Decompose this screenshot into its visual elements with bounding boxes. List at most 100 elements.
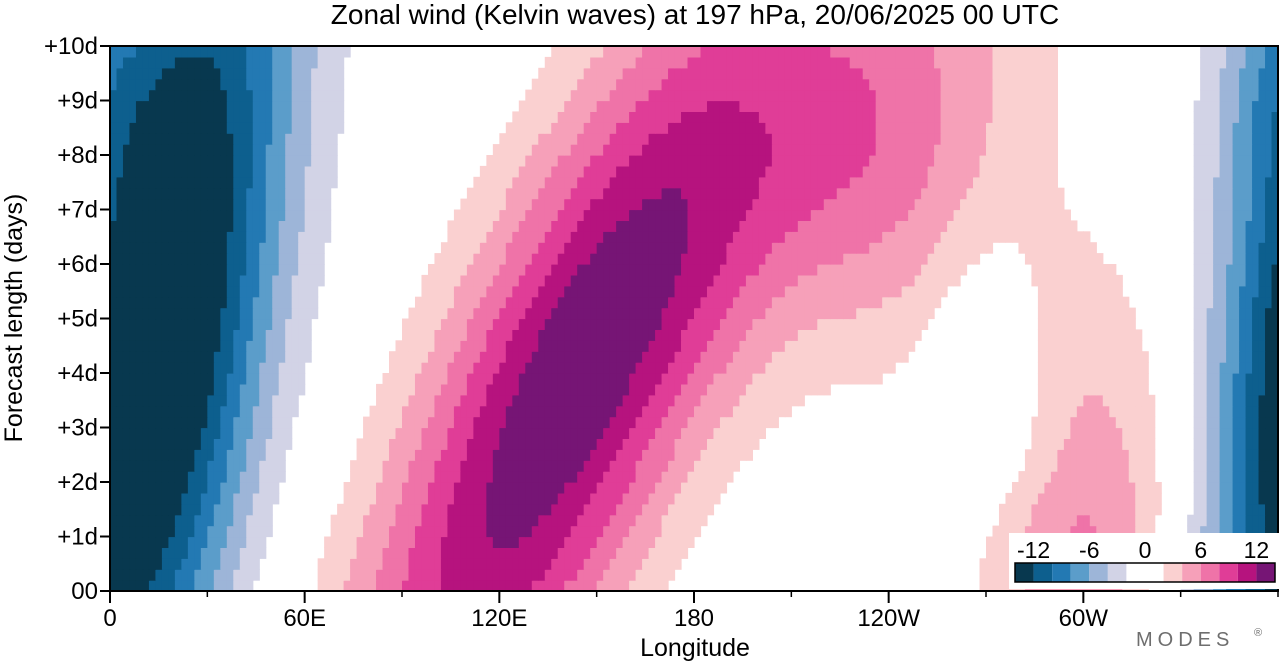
field-cell [674, 318, 682, 330]
field-cell [427, 580, 436, 592]
field-cell [752, 176, 760, 189]
field-cell [557, 242, 565, 254]
field-cell [713, 187, 721, 200]
field-cell [207, 547, 215, 559]
field-cell [440, 264, 449, 276]
field-cell [557, 405, 565, 418]
field-cell [129, 307, 137, 320]
field-cell [155, 536, 163, 548]
field-cell [836, 329, 844, 341]
field-cell [895, 231, 903, 243]
field-cell [233, 274, 241, 287]
field-cell [155, 264, 163, 276]
field-cell [531, 351, 539, 363]
field-cell [960, 198, 968, 211]
field-cell [1200, 253, 1208, 265]
field-cell [1050, 198, 1058, 211]
field-cell [246, 318, 254, 330]
field-cell [259, 220, 267, 232]
field-cell [778, 220, 786, 232]
field-cell [771, 307, 779, 320]
field-cell [804, 187, 812, 200]
field-cell [453, 580, 461, 592]
field-cell [745, 383, 753, 396]
field-cell [466, 220, 474, 232]
field-cell [434, 471, 442, 483]
field-cell [1271, 176, 1279, 189]
field-cell [505, 307, 513, 320]
field-cell [389, 580, 397, 592]
field-cell [1232, 471, 1240, 483]
field-cell [1141, 351, 1149, 363]
field-cell [830, 296, 838, 309]
field-cell [135, 394, 144, 407]
field-cell [603, 503, 611, 516]
field-cell [272, 285, 280, 298]
field-cell [531, 460, 539, 472]
field-cell [998, 525, 1007, 538]
field-cell [700, 503, 708, 516]
field-cell [544, 340, 552, 352]
field-cell [1115, 362, 1123, 374]
field-cell [1252, 285, 1260, 298]
field-cell [1252, 405, 1260, 418]
field-cell [564, 329, 572, 341]
field-cell [220, 449, 228, 461]
field-cell [629, 482, 637, 494]
field-cell [895, 220, 903, 232]
field-cell [479, 264, 487, 276]
field-cell [771, 253, 779, 265]
field-cell [505, 209, 513, 221]
field-cell [466, 492, 474, 505]
field-cell [1128, 383, 1136, 396]
field-cell [499, 264, 507, 276]
field-cell [499, 340, 507, 352]
field-cell [557, 329, 565, 341]
field-cell [629, 438, 637, 450]
field-cell [570, 264, 578, 276]
field-cell [603, 514, 611, 527]
field-cell [1252, 362, 1260, 374]
field-cell [447, 329, 455, 341]
field-cell [434, 373, 442, 385]
field-cell [888, 220, 896, 232]
field-cell [324, 187, 332, 200]
field-cell [765, 274, 773, 287]
field-cell [304, 231, 312, 243]
field-cell [440, 427, 449, 439]
field-cell [713, 492, 721, 505]
field-cell [752, 362, 760, 374]
field-cell [311, 296, 319, 309]
field-cell [1239, 427, 1247, 439]
field-cell [934, 242, 942, 254]
field-cell [570, 351, 578, 363]
field-cell [460, 482, 468, 494]
field-cell [1232, 449, 1240, 461]
field-cell [719, 307, 728, 320]
field-cell [194, 329, 202, 341]
field-cell [681, 492, 689, 505]
field-cell [1102, 460, 1110, 472]
field-cell [200, 285, 208, 298]
field-cell [823, 307, 831, 320]
field-cell [603, 427, 611, 439]
field-cell [804, 285, 812, 298]
field-cell [771, 373, 779, 385]
field-cell [1076, 253, 1084, 265]
field-cell [706, 373, 715, 385]
field-cell [1037, 362, 1045, 374]
field-cell [116, 231, 124, 243]
field-cell [402, 427, 410, 439]
field-cell [525, 231, 533, 243]
field-cell [622, 231, 630, 243]
field-cell [473, 231, 481, 243]
field-cell [525, 187, 533, 200]
field-cell [389, 460, 397, 472]
field-cell [194, 394, 202, 407]
field-cell [726, 383, 734, 396]
field-cell [551, 340, 559, 352]
field-cell [427, 351, 436, 363]
field-cell [603, 460, 611, 472]
field-cell [700, 329, 708, 341]
field-cell [1018, 220, 1026, 232]
